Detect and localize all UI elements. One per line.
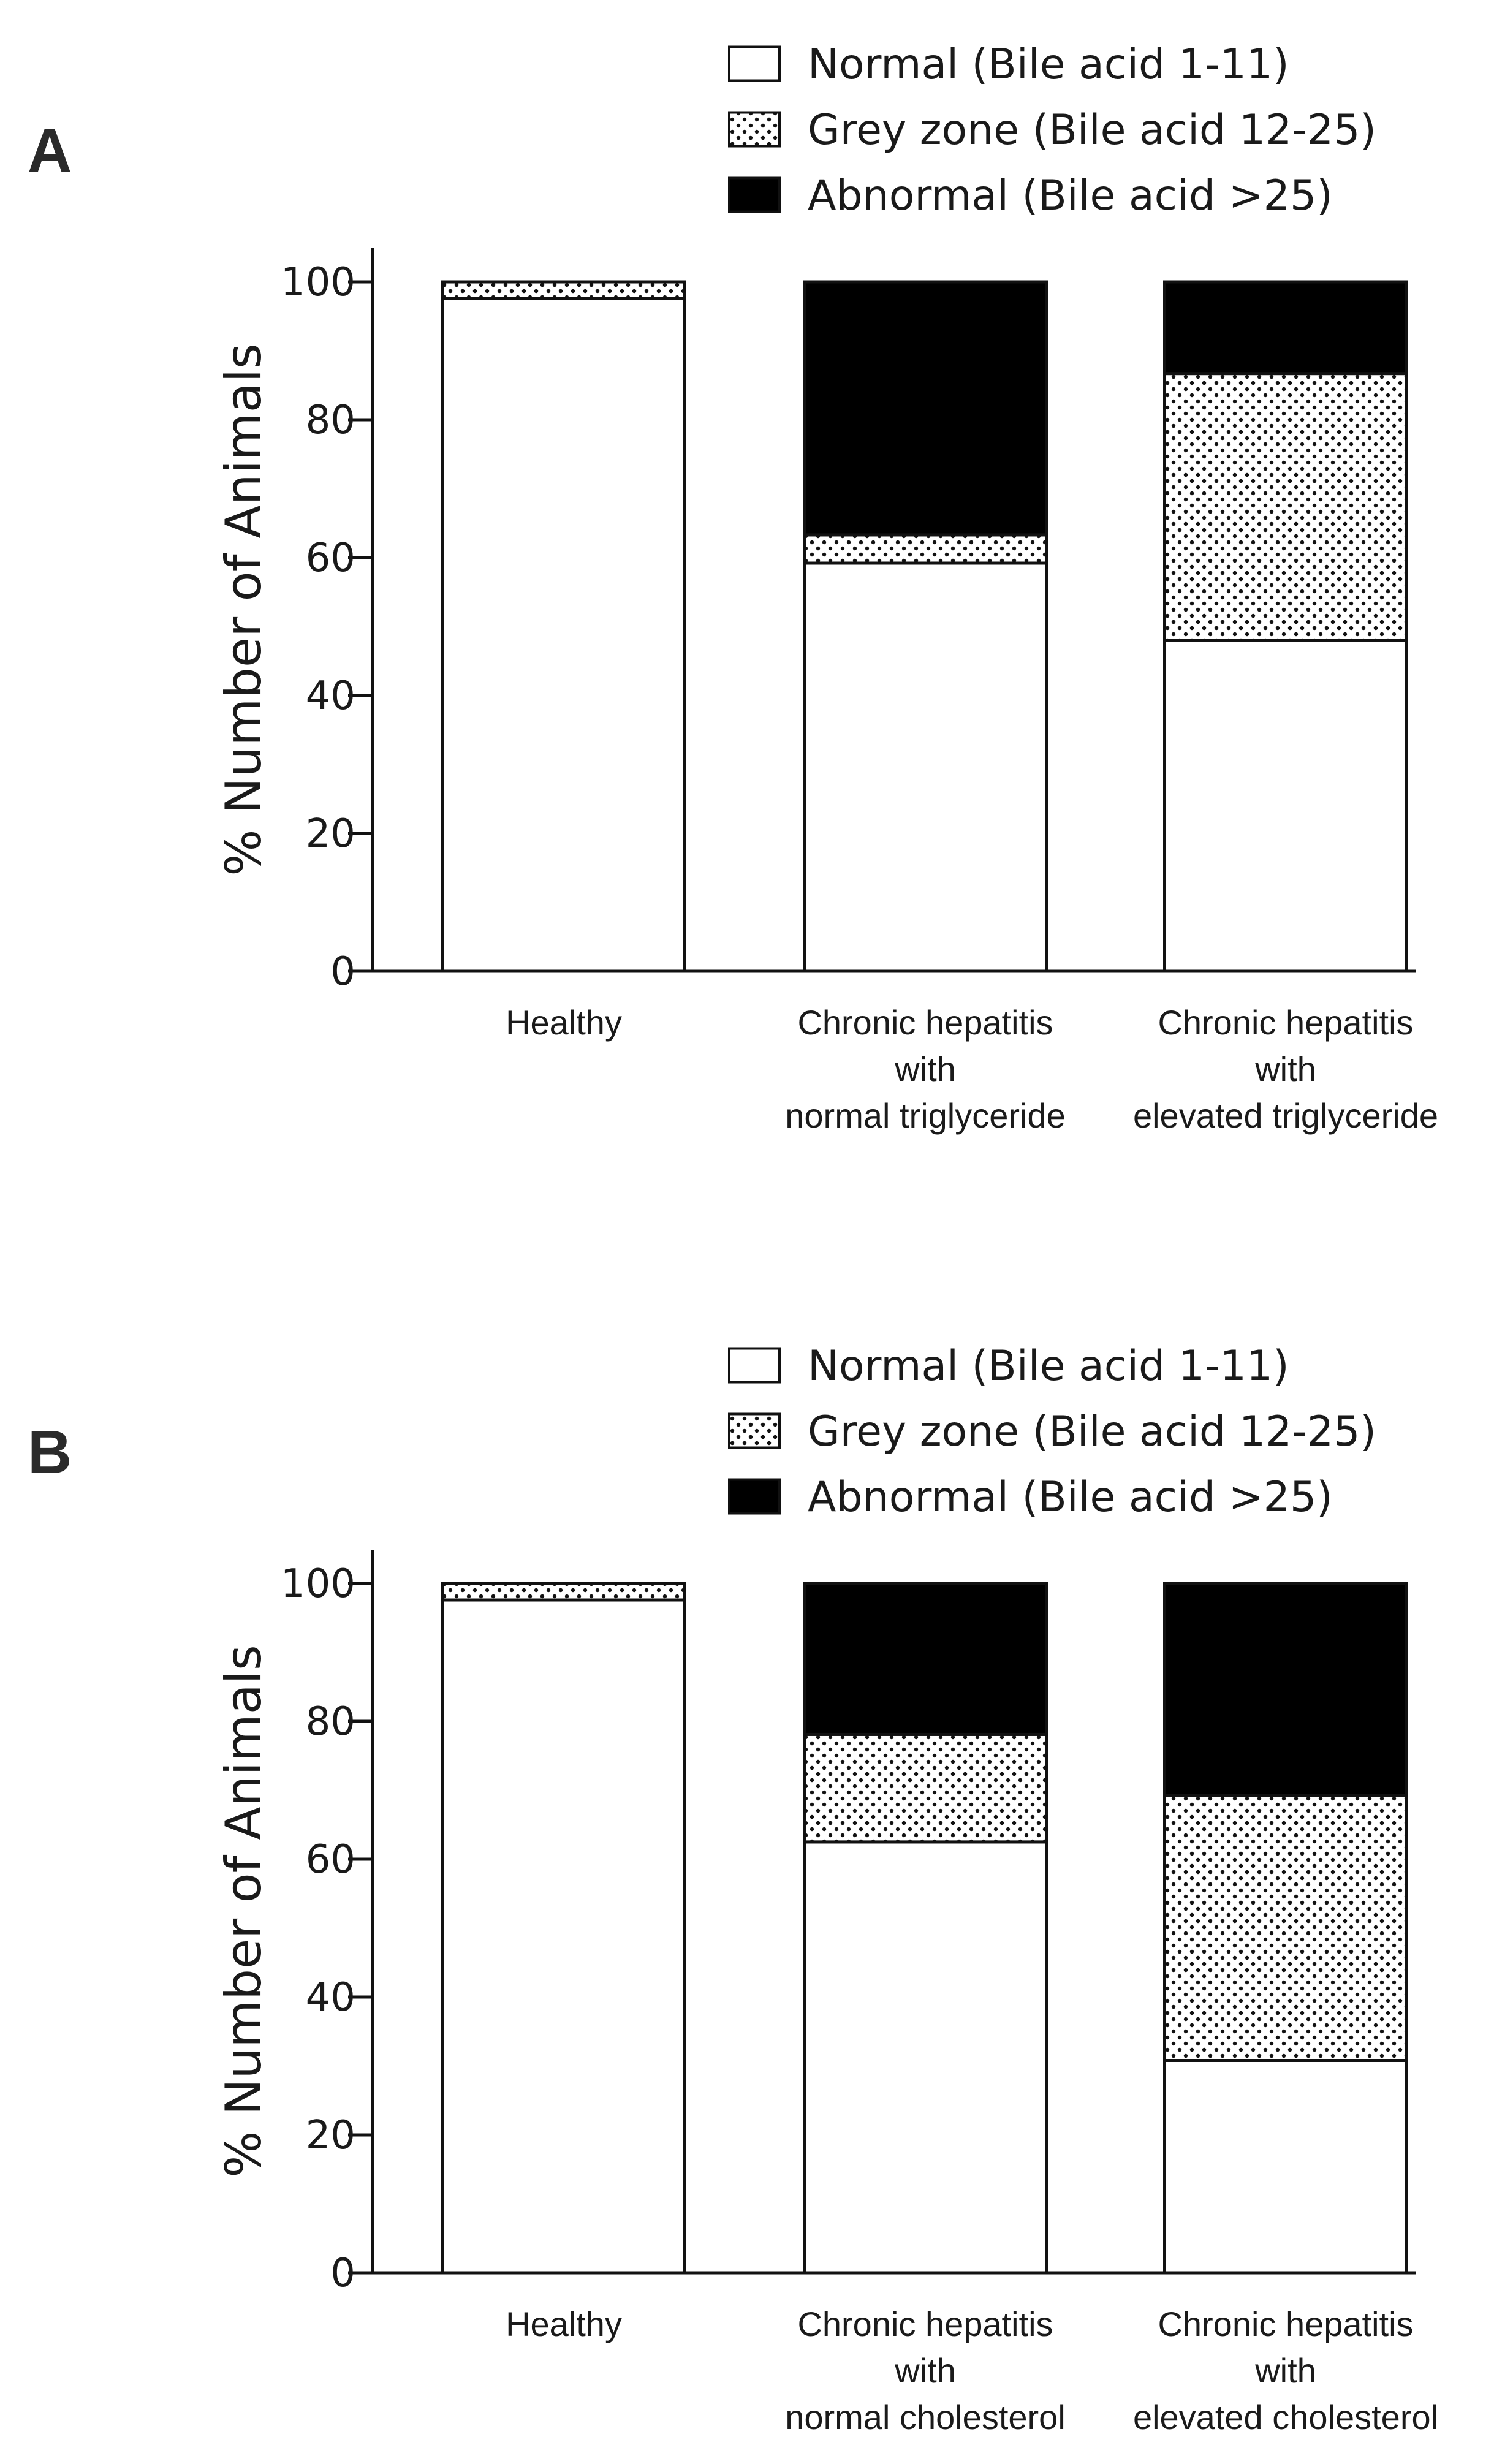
category-label: normal cholesterol (785, 2398, 1066, 2436)
bar-segment (441, 1582, 686, 1602)
panel-letter: B (28, 1418, 72, 1487)
bar-segment (441, 297, 686, 973)
bar-segment (803, 1582, 1048, 1736)
y-tick-label: 40 (306, 673, 355, 719)
legend-label: Grey zone (Bile acid 12-25) (808, 1408, 1376, 1456)
category-label: with (1254, 1050, 1316, 1088)
bar-segment (803, 1732, 1048, 1844)
bar-segment (803, 561, 1048, 973)
y-tick-label: 100 (281, 260, 355, 305)
bar-segment (1163, 372, 1408, 642)
bar-segment (1163, 1582, 1408, 1797)
legend-label: Normal (Bile acid 1-11) (808, 1342, 1289, 1390)
category-label: Chronic hepatitis (1158, 1003, 1413, 1042)
y-tick-label: 40 (306, 1975, 355, 2020)
category-label: elevated cholesterol (1133, 2398, 1438, 2436)
legend-swatch (728, 176, 781, 213)
category-label: with (894, 2351, 956, 2390)
y-axis-label: % Number of Animals (215, 1645, 272, 2177)
legend-label: Abnormal (Bile acid >25) (808, 172, 1333, 220)
category-label: elevated triglyceride (1133, 1096, 1438, 1135)
legend-swatch (728, 111, 781, 148)
y-tick-label: 60 (306, 536, 355, 581)
chart-panel-b: B Normal (Bile acid 1-11) Grey zone (Bile … (28, 1342, 1438, 2436)
category-label: Chronic hepatitis (1158, 2305, 1413, 2343)
bar-segment (1163, 2059, 1408, 2275)
category-label: Chronic hepatitis (797, 1003, 1053, 1042)
legend-label: Normal (Bile acid 1-11) (808, 40, 1289, 89)
legend-swatch (728, 1412, 781, 1449)
category-label: normal triglyceride (785, 1096, 1066, 1135)
chart-panel-a: A Normal (Bile acid 1-11) Grey zone (Bile … (28, 40, 1438, 1135)
y-tick-label: 0 (330, 949, 355, 995)
y-tick-label: 100 (281, 1561, 355, 1607)
bar-segment (1163, 639, 1408, 973)
bar-segment (803, 533, 1048, 565)
y-tick-label: 80 (306, 398, 355, 443)
y-tick-label: 20 (306, 811, 355, 857)
y-tick-label: 0 (330, 2251, 355, 2296)
category-label: Chronic hepatitis (797, 2305, 1053, 2343)
legend-swatch (728, 45, 781, 82)
panel-letter: A (28, 116, 72, 185)
y-axis-label: % Number of Animals (215, 343, 272, 876)
y-tick-label: 60 (306, 1837, 355, 1882)
legend-swatch (728, 1347, 781, 1384)
category-label: Healthy (506, 2305, 622, 2343)
legend-label: Abnormal (Bile acid >25) (808, 1473, 1333, 1522)
bar-segment (1163, 1794, 1408, 2062)
category-label: with (1254, 2351, 1316, 2390)
legend-label: Grey zone (Bile acid 12-25) (808, 106, 1376, 154)
bar-segment (803, 1840, 1048, 2275)
bar-segment (441, 1598, 686, 2275)
category-label: Healthy (506, 1003, 622, 1042)
legend-swatch (728, 1478, 781, 1515)
y-tick-label: 80 (306, 1699, 355, 1745)
y-tick-label: 20 (306, 2113, 355, 2158)
bar-segment (441, 280, 686, 300)
bar-segment (1163, 280, 1408, 376)
bar-segment (803, 280, 1048, 537)
category-label: with (894, 1050, 956, 1088)
